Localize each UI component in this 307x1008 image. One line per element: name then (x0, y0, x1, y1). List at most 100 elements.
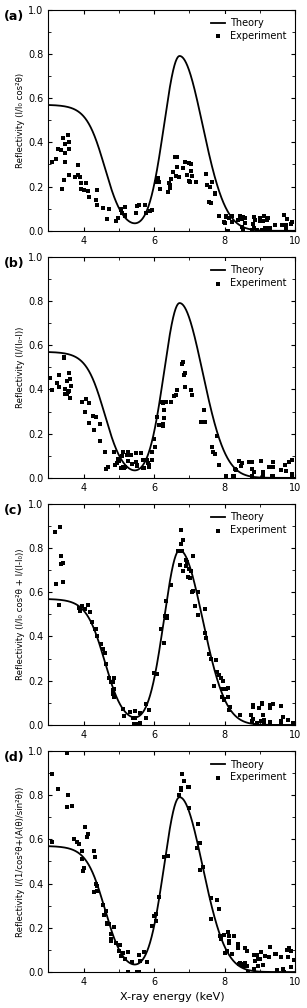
Experiment (50, 154, 55, 170)
Experiment (68, 378, 73, 394)
Experiment (91, 407, 95, 423)
Experiment (196, 607, 201, 623)
Experiment (134, 455, 138, 471)
Experiment (86, 597, 91, 613)
Experiment (272, 217, 277, 233)
Experiment (231, 468, 236, 484)
Experiment (129, 955, 134, 971)
Experiment (231, 468, 236, 484)
Experiment (141, 453, 146, 469)
Experiment (253, 212, 258, 228)
Experiment (162, 609, 167, 625)
Experiment (55, 781, 60, 797)
Experiment (173, 168, 178, 184)
Experiment (283, 220, 288, 236)
Experiment (223, 215, 227, 231)
Experiment (71, 831, 76, 847)
Y-axis label: Reflectivity (I/I₀ cos²θ + I/(I-I₀)): Reflectivity (I/I₀ cos²θ + I/(I-I₀)) (16, 548, 25, 680)
Experiment (215, 663, 220, 679)
Experiment (165, 848, 170, 864)
Experiment (190, 387, 195, 403)
Experiment (86, 394, 91, 410)
Experiment (130, 457, 135, 473)
Experiment (98, 636, 103, 652)
Experiment (182, 367, 187, 383)
Experiment (267, 715, 272, 731)
Experiment (140, 460, 145, 476)
Experiment (178, 556, 183, 573)
Theory (178, 544, 181, 556)
Experiment (251, 947, 256, 963)
Experiment (82, 820, 87, 836)
Theory (89, 617, 93, 629)
Experiment (156, 170, 161, 186)
Experiment (111, 670, 116, 686)
Experiment (122, 208, 127, 224)
Experiment (116, 452, 121, 468)
Experiment (260, 957, 265, 973)
Experiment (224, 681, 229, 698)
Experiment (55, 375, 60, 391)
Experiment (209, 195, 214, 211)
Experiment (94, 621, 99, 637)
Experiment (243, 955, 247, 971)
Experiment (142, 198, 147, 214)
Experiment (101, 897, 106, 913)
Experiment (64, 386, 69, 402)
Experiment (249, 461, 254, 477)
Experiment (111, 674, 115, 690)
Experiment (92, 849, 97, 865)
Experiment (83, 174, 88, 191)
Theory (152, 674, 156, 686)
Experiment (150, 452, 155, 468)
Experiment (103, 444, 108, 460)
Experiment (258, 210, 263, 226)
Experiment (191, 584, 196, 600)
Experiment (181, 159, 185, 175)
X-axis label: X-ray energy (keV): X-ray energy (keV) (119, 993, 224, 1002)
Experiment (136, 948, 141, 964)
Experiment (207, 195, 212, 211)
Theory (262, 719, 266, 731)
Experiment (223, 208, 228, 224)
Experiment (72, 169, 77, 185)
Experiment (212, 678, 216, 695)
Experiment (208, 911, 213, 927)
Experiment (192, 598, 197, 614)
Experiment (166, 175, 171, 192)
Theory (47, 840, 50, 852)
Experiment (284, 942, 289, 959)
Line: Theory: Theory (49, 303, 295, 478)
Experiment (160, 394, 165, 410)
Experiment (188, 563, 193, 580)
Experiment (236, 454, 241, 470)
Experiment (63, 144, 68, 160)
Experiment (134, 457, 139, 473)
Experiment (119, 449, 124, 465)
Experiment (216, 901, 221, 917)
Experiment (146, 457, 151, 473)
Experiment (95, 182, 100, 199)
Experiment (107, 669, 111, 685)
Theory (89, 369, 93, 381)
Experiment (211, 444, 216, 460)
Experiment (57, 379, 62, 395)
Experiment (181, 563, 186, 580)
Experiment (107, 915, 111, 931)
Theory (289, 225, 292, 237)
Experiment (178, 535, 183, 551)
Experiment (179, 780, 184, 796)
Experiment (282, 964, 286, 980)
Experiment (168, 394, 173, 410)
Experiment (268, 697, 273, 713)
Experiment (186, 800, 191, 816)
Theory (47, 346, 50, 358)
Experiment (226, 680, 231, 697)
Experiment (208, 179, 213, 196)
Experiment (146, 456, 150, 472)
Experiment (125, 447, 130, 463)
Experiment (222, 215, 227, 231)
Experiment (153, 439, 157, 456)
Experiment (80, 394, 85, 410)
Experiment (63, 380, 68, 396)
